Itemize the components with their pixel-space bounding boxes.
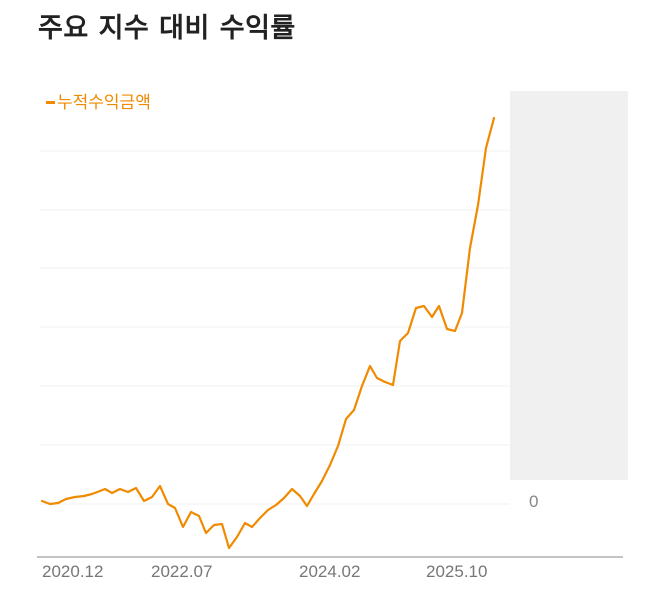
x-tick-label: 2024.02 xyxy=(299,562,361,581)
cumulative-return-line xyxy=(40,116,496,550)
chart-title: 주요 지수 대비 수익률 xyxy=(38,13,296,44)
gridlines xyxy=(40,150,510,505)
x-tick-label: 2020.12 xyxy=(42,562,104,581)
legend-line-icon xyxy=(46,100,55,104)
x-tick-label: 2025.10 xyxy=(426,562,488,581)
x-tick-label: 2022.07 xyxy=(151,562,213,581)
legend-item-cumulative-return: 누적수익금액 xyxy=(46,88,151,113)
shaded-region xyxy=(510,91,628,480)
y-axis-zero-label: 0 xyxy=(529,492,539,511)
legend-label: 누적수익금액 xyxy=(57,93,151,113)
